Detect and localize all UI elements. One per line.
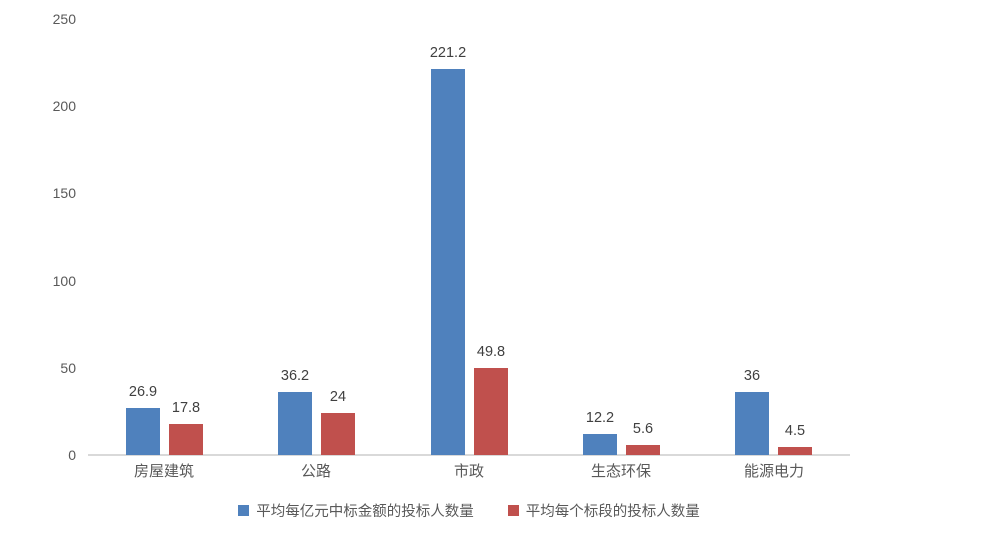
bar-value-label: 4.5 [784,423,806,439]
bar-value-label: 36.2 [280,368,310,384]
bar-value-label: 26.9 [128,384,158,400]
bar-series1 [583,434,617,455]
y-axis-tick-label: 150 [52,185,76,202]
bar-series1 [278,392,312,455]
category-label: 能源电力 [743,463,804,480]
category-label: 市政 [453,463,484,480]
bar-series1 [735,392,769,455]
bar-series1 [126,408,160,455]
category-label: 生态环保 [590,463,651,480]
bar-series2 [321,413,355,455]
y-axis-tick-label: 100 [52,272,76,289]
bar-series1 [431,69,465,455]
legend-label: 平均每个标段的投标人数量 [525,504,700,520]
bar-value-label: 49.8 [476,344,506,360]
bar-value-label: 36 [743,368,761,384]
bar-series2 [169,424,203,455]
category-label: 房屋建筑 [133,463,194,480]
bar-value-label: 12.2 [585,410,615,426]
bar-value-label: 221.2 [429,45,467,61]
y-axis-tick-label: 250 [52,11,76,27]
legend-label: 平均每亿元中标金额的投标人数量 [256,504,474,520]
bar-series2 [778,447,812,455]
bar-series2 [474,368,508,455]
category-label: 公路 [300,463,331,480]
y-axis-tick-label: 0 [68,447,76,463]
y-axis-tick-label: 50 [60,359,76,376]
bar-value-label: 24 [329,389,347,405]
legend-swatch-icon [238,505,250,516]
legend-item-series2: 平均每个标段的投标人数量 [507,500,700,521]
x-axis-line [88,454,850,456]
bar-series2 [626,445,660,455]
legend: 平均每亿元中标金额的投标人数量 平均每个标段的投标人数量 [88,500,850,521]
legend-item-series1: 平均每亿元中标金额的投标人数量 [238,500,474,521]
legend-swatch-icon [507,505,519,516]
bar-value-label: 17.8 [171,400,201,416]
bar-value-label: 5.6 [632,421,654,437]
y-axis-tick-label: 200 [52,98,76,115]
